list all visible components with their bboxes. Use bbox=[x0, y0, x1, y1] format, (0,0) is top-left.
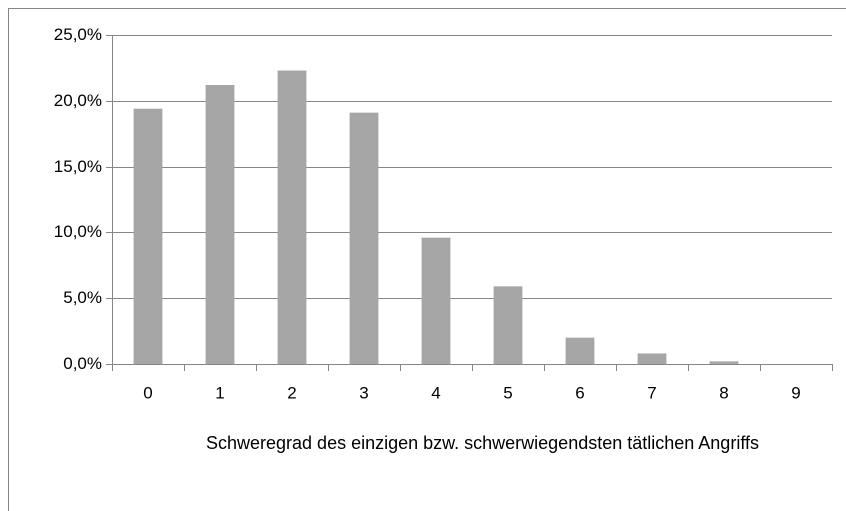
x-tick-label: 4 bbox=[431, 383, 440, 402]
y-tick-label: 20,0% bbox=[54, 91, 102, 110]
chart-border bbox=[8, 8, 846, 511]
bar bbox=[709, 361, 739, 364]
bar bbox=[637, 353, 667, 364]
bar bbox=[565, 337, 595, 364]
bar bbox=[421, 237, 451, 364]
y-tick-label: 0,0% bbox=[63, 354, 102, 373]
bar bbox=[205, 85, 235, 365]
x-axis-label: Schweregrad des einzigen bzw. schwerwieg… bbox=[206, 433, 759, 453]
y-tick-label: 15,0% bbox=[54, 157, 102, 176]
x-tick-label: 3 bbox=[359, 383, 368, 402]
x-tick-label: 9 bbox=[791, 383, 800, 402]
x-tick-label: 2 bbox=[287, 383, 296, 402]
bar bbox=[493, 286, 523, 364]
x-tick-label: 8 bbox=[719, 383, 728, 402]
x-tick-label: 0 bbox=[143, 383, 152, 402]
y-tick-label: 5,0% bbox=[63, 288, 102, 307]
y-tick-label: 25,0% bbox=[54, 25, 102, 44]
x-tick-label: 5 bbox=[503, 383, 512, 402]
y-tick-label: 10,0% bbox=[54, 222, 102, 241]
bar bbox=[133, 108, 163, 364]
bar bbox=[349, 112, 379, 364]
x-tick-label: 7 bbox=[647, 383, 656, 402]
x-tick-label: 1 bbox=[215, 383, 224, 402]
x-tick-label: 6 bbox=[575, 383, 584, 402]
bar bbox=[277, 70, 307, 365]
